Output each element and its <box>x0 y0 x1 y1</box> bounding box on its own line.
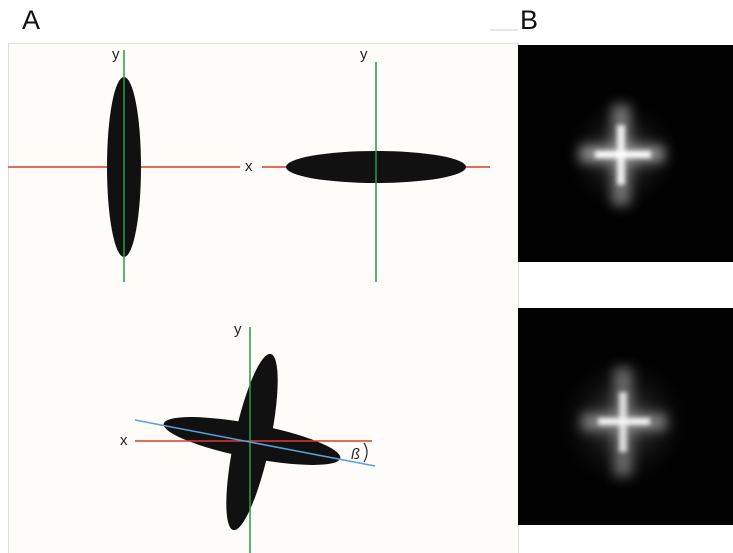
axis-label: x <box>245 158 253 175</box>
axis-label: y <box>234 321 242 338</box>
axis-label: y <box>360 46 368 63</box>
diffraction-image <box>518 308 733 525</box>
streak <box>598 418 650 425</box>
panel-label: A <box>22 5 40 35</box>
axis-label: y <box>112 46 120 63</box>
angle-label: ß <box>351 446 360 463</box>
figure: A y x y y x ß B <box>0 0 733 553</box>
streak <box>595 151 651 158</box>
diffraction-image <box>518 45 733 262</box>
panel-label: B <box>520 5 538 35</box>
axis-label: x <box>120 432 128 449</box>
panel-a-background <box>9 44 519 553</box>
